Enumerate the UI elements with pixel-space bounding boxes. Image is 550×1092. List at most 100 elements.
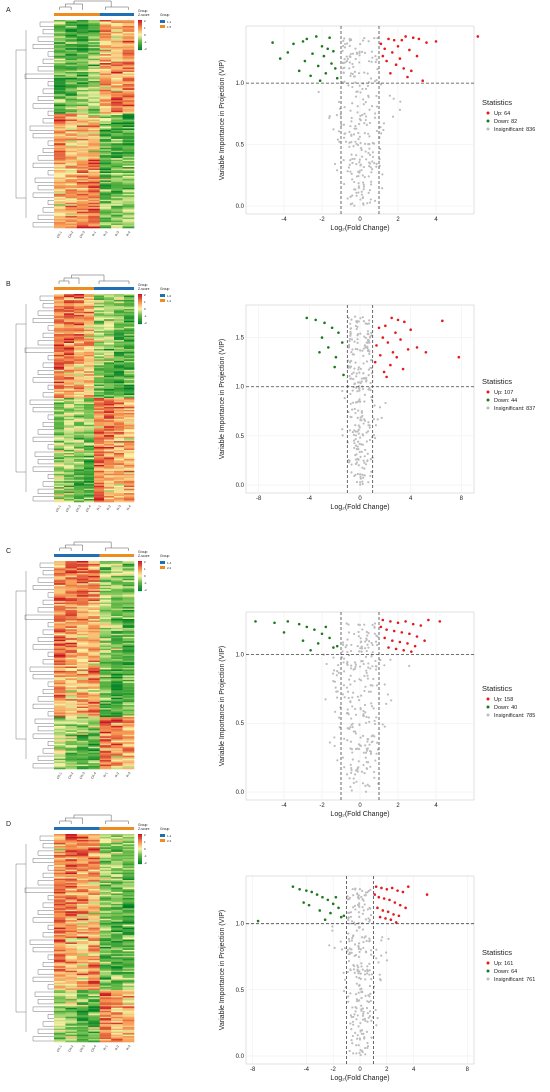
heat-cell [122, 210, 135, 212]
insig-point [357, 72, 361, 75]
heat-cell [65, 718, 78, 721]
heat-cell [54, 472, 65, 475]
heat-cell [54, 975, 66, 977]
heat-cell [54, 663, 66, 666]
heat-cell [122, 942, 135, 945]
heat-cell [122, 871, 135, 873]
heat-cell [54, 334, 65, 336]
heat-cell [65, 605, 78, 608]
insig-point [358, 450, 361, 454]
heat-cell [84, 386, 95, 388]
heat-cell [122, 153, 135, 156]
heat-cell [124, 320, 135, 323]
heat-cell [111, 706, 123, 709]
heat-cell [54, 678, 66, 681]
heat-cell [122, 126, 135, 129]
heat-cell [76, 700, 89, 703]
heat-cell [76, 981, 89, 983]
heat-cell [76, 845, 89, 848]
heat-cell [94, 334, 105, 336]
heat-cell [64, 447, 75, 449]
heat-cell [54, 752, 66, 755]
heat-cell [84, 490, 95, 492]
heat-cell [88, 605, 101, 608]
heat-cell [94, 429, 105, 431]
heat-cell [65, 839, 78, 842]
heat-cell [99, 621, 112, 624]
heatmap: CK-1 CK-2 CK-3 CK-4 R-1 R-2 R-3GroupZ-score210… [15, 814, 172, 1053]
heat-cell [88, 894, 101, 897]
heat-cell [65, 171, 78, 174]
heat-cell [54, 883, 66, 885]
group-bar-1 [54, 554, 100, 557]
heat-cell [111, 682, 123, 685]
heat-cell [124, 393, 135, 396]
heat-cell [111, 168, 123, 171]
legend-group2-label: 1.2 [167, 299, 172, 303]
heat-cell [122, 644, 135, 646]
heat-cell [111, 141, 123, 144]
heat-cell [76, 903, 89, 906]
heat-cell [99, 613, 112, 615]
heat-cell [124, 386, 135, 388]
insig-point [370, 735, 373, 738]
heat-cell [111, 961, 123, 964]
insig-point [358, 389, 361, 392]
heat-cell [122, 91, 135, 94]
heat-cell [65, 963, 78, 966]
heat-cell [114, 457, 125, 460]
heat-cell [84, 378, 95, 381]
heat-cell [65, 982, 78, 985]
heat-cell [88, 64, 101, 67]
legend-entry: Down: 44 [494, 398, 517, 404]
heat-cell [124, 418, 135, 421]
heat-cell [111, 587, 123, 590]
insig-point [364, 744, 367, 747]
heat-cell [99, 45, 112, 48]
heat-cell [111, 929, 123, 931]
heat-cell [88, 835, 101, 838]
heat-cell [54, 348, 65, 351]
heat-cell [111, 147, 123, 150]
heat-cell [76, 639, 89, 642]
insig-point [358, 84, 361, 87]
heat-cell [94, 461, 105, 464]
heat-cell [114, 350, 125, 353]
insig-point [350, 664, 353, 667]
heat-cell [99, 711, 112, 713]
heat-cell [64, 389, 75, 391]
heat-cell [54, 880, 66, 882]
heat-cell [122, 894, 135, 897]
heat-cell [122, 161, 135, 163]
heat-cell [54, 369, 65, 372]
insig-point [359, 381, 362, 385]
heat-cell [124, 295, 135, 298]
heat-cell [54, 940, 66, 943]
insig-point [342, 136, 346, 139]
heat-cell [88, 920, 101, 922]
heat-cell [111, 42, 123, 45]
insig-point [352, 777, 355, 780]
insig-point [364, 101, 367, 104]
heat-cell [99, 150, 112, 153]
heat-cell [76, 869, 89, 872]
heat-cell [74, 482, 85, 485]
heat-cell [65, 933, 78, 936]
insig-point [353, 446, 356, 450]
heat-cell [99, 685, 112, 688]
heat-cell [99, 598, 112, 600]
heat-cell [111, 162, 123, 165]
heat-cell [88, 593, 101, 596]
heat-cell [88, 125, 101, 128]
heat-cell [94, 472, 105, 475]
legend-z-title: Z-score [138, 287, 150, 291]
heat-cell [88, 177, 101, 180]
heat-cell [65, 176, 78, 178]
heat-cell [124, 460, 135, 463]
heat-cell [111, 862, 123, 865]
heat-cell [122, 195, 135, 198]
heat-cell [64, 400, 75, 403]
heat-cell [74, 395, 85, 397]
heat-cell [122, 593, 135, 596]
heat-cell [122, 856, 135, 859]
